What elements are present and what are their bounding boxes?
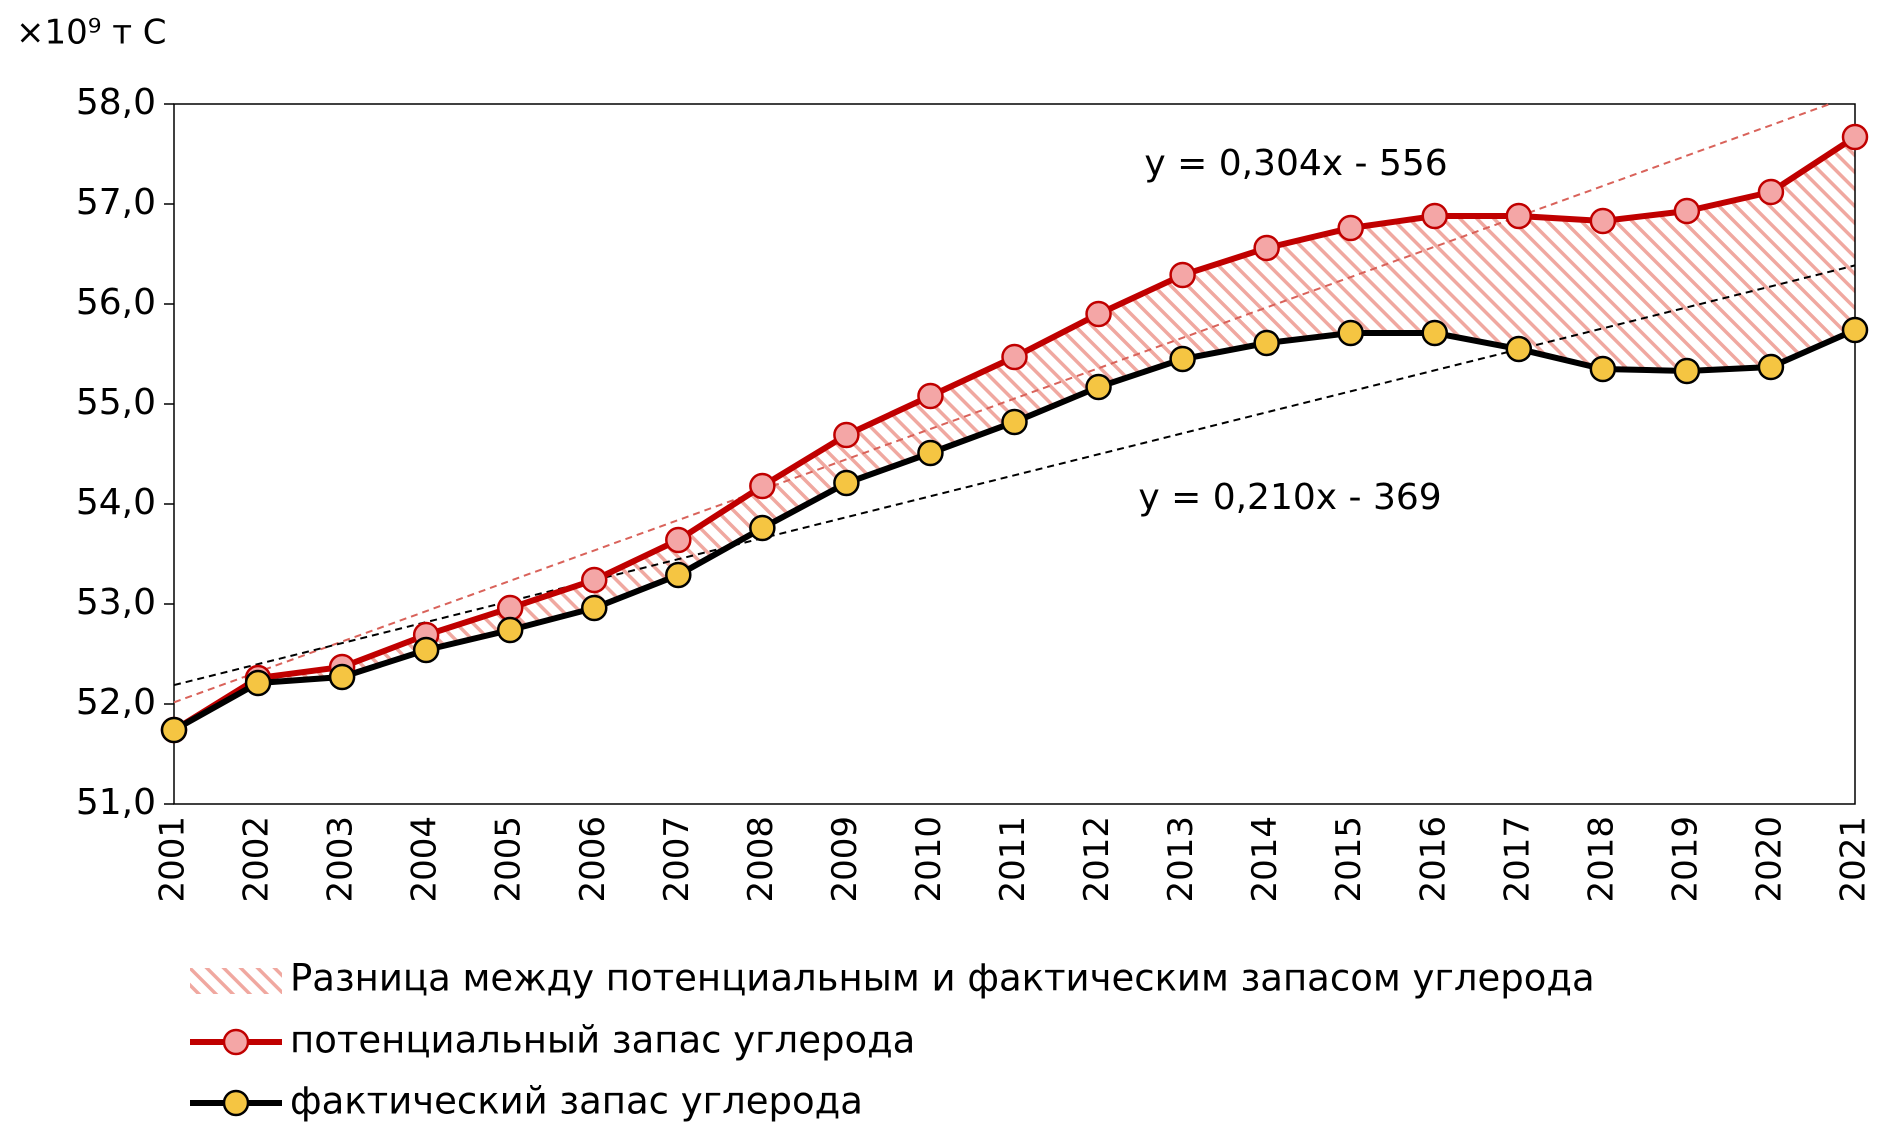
x-tick-label: 2003 [321, 816, 361, 903]
marker [1757, 353, 1785, 381]
marker [1001, 343, 1028, 371]
x-tick-label: 2006 [573, 816, 613, 903]
marker [1505, 202, 1533, 230]
marker [1169, 345, 1196, 373]
x-tick-label: 2005 [489, 816, 529, 903]
trend-line [173, 264, 1856, 687]
y-tick-label: 51,0 [76, 782, 156, 823]
marker [1085, 300, 1112, 328]
x-tick-label: 2009 [825, 816, 865, 903]
marker [1085, 373, 1112, 401]
x-tick-label: 2010 [909, 816, 949, 903]
y-unit: ×10⁹ т С [16, 13, 167, 53]
marker [1757, 178, 1785, 206]
marker [1505, 335, 1533, 363]
y-tick-label: 55,0 [76, 382, 156, 423]
y-tick-label: 53,0 [76, 582, 156, 623]
y-tick-label: 57,0 [76, 182, 156, 223]
x-tick-label: 2019 [1665, 816, 1705, 903]
marker [665, 526, 692, 554]
marker [1841, 123, 1869, 151]
marker [1673, 197, 1701, 225]
legend-label: потенциальный запас углерода [290, 1019, 915, 1062]
x-tick-label: 2012 [1077, 816, 1117, 903]
marker [412, 636, 440, 664]
marker [1337, 214, 1364, 242]
x-tick-label: 2015 [1329, 816, 1369, 903]
marker [1421, 202, 1448, 230]
x-tick-label: 2013 [1161, 816, 1201, 903]
marker [160, 716, 188, 744]
marker [1589, 355, 1617, 383]
marker [1841, 316, 1869, 344]
y-tick-label: 52,0 [76, 682, 156, 723]
legend-label: фактический запас углерода [290, 1080, 863, 1123]
marker [833, 421, 860, 449]
x-tick-label: 2018 [1581, 816, 1621, 903]
marker [749, 472, 776, 500]
marker [581, 594, 608, 622]
marker [917, 382, 944, 410]
y-tick-label: 54,0 [76, 482, 156, 523]
marker [1337, 319, 1364, 347]
x-tick-label: 2001 [153, 816, 193, 903]
x-tick-label: 2021 [1834, 816, 1874, 903]
marker [917, 439, 944, 467]
x-tick-label: 2017 [1497, 816, 1537, 903]
x-tick-label: 2014 [1245, 816, 1285, 903]
x-tick-label: 2020 [1749, 816, 1789, 903]
x-tick-label: 2004 [405, 816, 445, 903]
trend-equation: y = 0,304x - 556 [1144, 143, 1447, 184]
legend-marker [222, 1089, 250, 1117]
plot-frame [173, 103, 1856, 805]
marker [581, 566, 608, 594]
x-tick-label: 2011 [993, 816, 1033, 903]
marker [1253, 329, 1280, 357]
trend-equation: y = 0,210x - 369 [1138, 477, 1441, 518]
x-tick-label: 2016 [1413, 816, 1453, 903]
marker [749, 514, 776, 542]
marker [1589, 207, 1617, 235]
marker [496, 616, 524, 644]
legend-label: Разница между потенциальным и фактически… [290, 957, 1595, 1000]
marker [1001, 408, 1028, 436]
marker [833, 469, 860, 497]
x-tick-label: 2008 [741, 816, 781, 903]
marker [1169, 261, 1196, 289]
legend-marker [222, 1028, 250, 1056]
marker [244, 669, 272, 697]
x-tick-label: 2002 [237, 816, 277, 903]
marker [1421, 319, 1448, 347]
y-tick-label: 56,0 [76, 282, 156, 323]
marker [1673, 357, 1701, 385]
marker [665, 561, 692, 589]
marker [496, 594, 524, 622]
x-tick-label: 2007 [657, 816, 697, 903]
legend-swatch [190, 968, 282, 994]
y-tick-label: 58,0 [76, 82, 156, 123]
marker [1253, 234, 1280, 262]
trend-line [173, 103, 1831, 704]
marker [328, 663, 356, 691]
